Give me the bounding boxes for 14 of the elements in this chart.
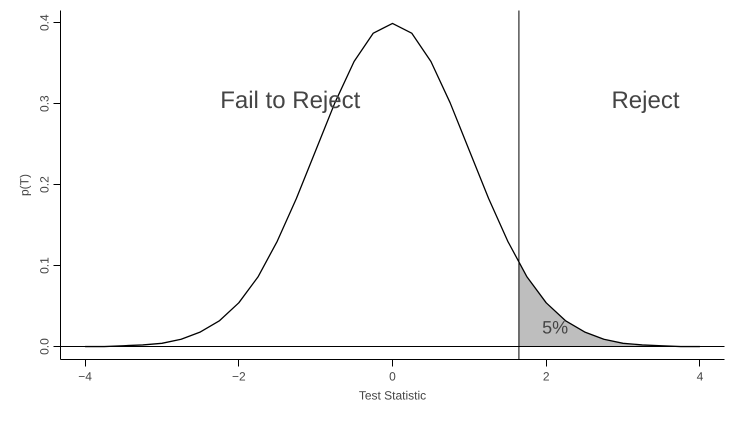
x-tick-label: −4	[78, 370, 92, 384]
annotation: 5%	[542, 317, 568, 338]
y-tick-label: 0.0	[38, 338, 52, 355]
x-tick-label: 4	[696, 370, 704, 384]
x-tick-label: −2	[232, 370, 246, 384]
y-tick-label: 0.3	[38, 94, 52, 112]
y-tick-label: 0.2	[38, 176, 52, 193]
annotation: Reject	[611, 87, 680, 114]
x-tick-label: 2	[542, 370, 550, 384]
y-tick-label: 0.4	[38, 14, 52, 31]
y-axis-title: p(T)	[18, 174, 32, 196]
x-axis-title: Test Statistic	[358, 388, 426, 402]
x-tick-label: 0	[389, 370, 396, 384]
y-tick-label: 0.1	[38, 256, 52, 274]
